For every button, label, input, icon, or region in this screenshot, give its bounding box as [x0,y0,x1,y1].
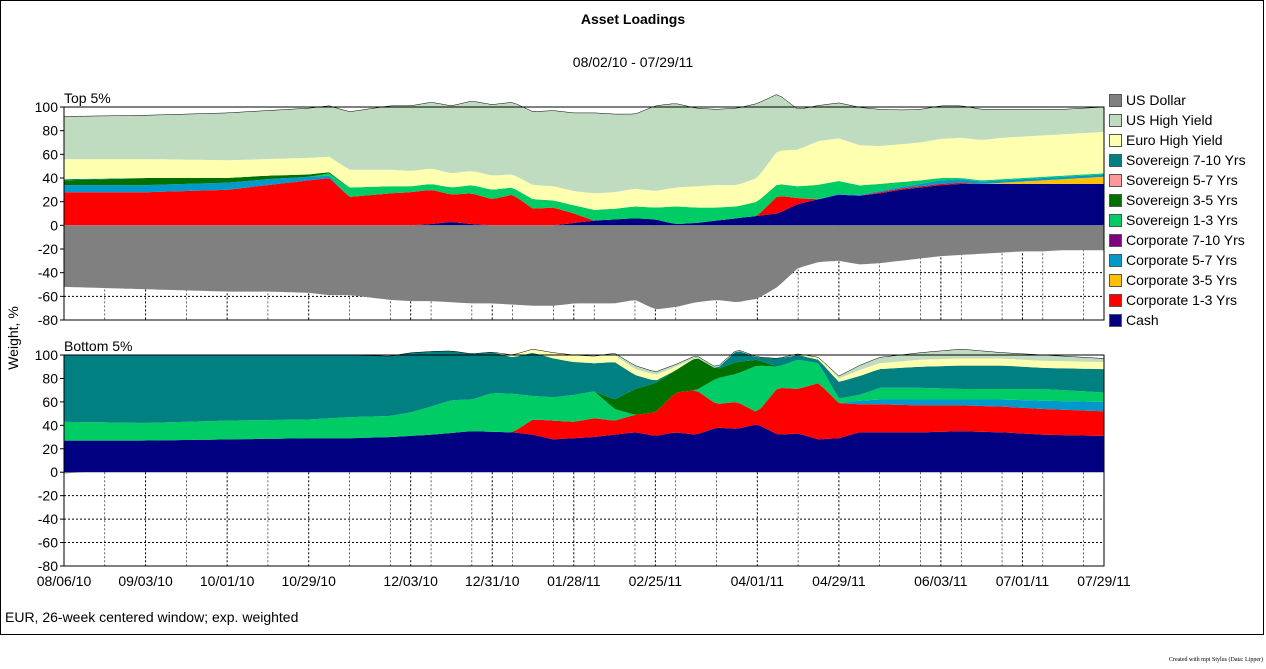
legend-label: Sovereign 3-5 Yrs [1126,192,1238,208]
y-tick-label: 80 [42,123,58,139]
footnote: EUR, 26-week centered window; exp. weigh… [5,609,299,625]
series-area-corporate-1-3-yrs [64,178,1104,226]
legend-label: Corporate 1-3 Yrs [1126,292,1238,308]
x-tick-label: 06/03/11 [914,573,968,589]
series-area-sovereign-1-3-yrs [64,173,1104,224]
x-tick-label: 12/31/10 [465,573,520,589]
legend-item: Sovereign 3-5 Yrs [1109,190,1246,210]
stack-outline [63,94,1105,117]
x-tick-label: 04/01/11 [731,573,785,589]
legend-swatch [1109,153,1122,167]
legend-swatch [1109,213,1122,227]
legend-label: Sovereign 1-3 Yrs [1126,212,1238,228]
y-tick-label: -40 [38,511,58,527]
series-area-corporate-1-3-yrs [64,383,1104,441]
legend-item: Corporate 3-5 Yrs [1109,270,1246,290]
top-panel-label: Top 5% [64,90,111,106]
legend-label: Corporate 3-5 Yrs [1126,272,1238,288]
y-tick-label: -20 [38,241,58,257]
series-area-euro-high-yield [64,131,1104,210]
legend-item: Sovereign 7-10 Yrs [1109,150,1246,170]
y-tick-label: 40 [42,170,58,186]
y-tick-label: 60 [42,394,58,410]
y-tick-label: 80 [42,370,58,386]
x-tick-label: 04/29/11 [812,573,866,589]
legend-label: Cash [1126,312,1159,328]
y-tick-label: -60 [38,535,58,551]
legend-swatch [1109,133,1122,147]
series-area-us-high-yield [64,94,1104,194]
series-area-cash [64,424,1104,473]
legend-item: US Dollar [1109,90,1246,110]
legend-label: Sovereign 5-7 Yrs [1126,172,1238,188]
legend-swatch [1109,113,1122,127]
legend-label: US Dollar [1126,92,1186,108]
y-tick-label: -80 [38,312,58,328]
legend-item: Sovereign 5-7 Yrs [1109,170,1246,190]
x-tick-label: 08/06/10 [37,573,92,589]
legend: US Dollar US High Yield Euro High Yield Sov… [1109,90,1246,330]
y-tick-label: 20 [42,194,58,210]
x-tick-label: 10/01/10 [200,573,255,589]
x-tick-label: 02/25/11 [629,573,683,589]
plot-area-border [63,354,1105,567]
series-area-us-dollar [64,472,1104,474]
chart-frame [0,0,1264,635]
series-area-sovereign-1-3-yrs [64,360,1104,441]
x-tick-label: 07/01/11 [996,573,1050,589]
legend-label: Euro High Yield [1126,132,1223,148]
legend-swatch [1109,93,1122,107]
series-area-euro-high-yield [64,349,1104,382]
y-tick-label: 40 [42,417,58,433]
bottom-panel-label: Bottom 5% [64,338,133,354]
x-tick-label: 07/29/11 [1077,573,1131,589]
y-tick-label: -20 [38,488,58,504]
y-tick-label: 60 [42,146,58,162]
legend-label: Sovereign 7-10 Yrs [1126,152,1246,168]
legend-swatch [1109,173,1122,187]
y-tick-label: -40 [38,265,58,281]
legend-swatch [1109,313,1122,327]
chart-subtitle: 08/02/10 - 07/29/11 [572,54,694,70]
legend-item: Euro High Yield [1109,130,1246,150]
legend-swatch [1109,193,1122,207]
legend-label: Corporate 5-7 Yrs [1126,252,1238,268]
x-tick-label: 09/03/10 [118,573,173,589]
y-tick-label: 0 [50,217,58,233]
legend-swatch [1109,233,1122,247]
legend-swatch [1109,253,1122,267]
x-tick-label: 01/28/11 [547,573,601,589]
series-area-us-dollar [64,225,1104,310]
credit-text: Created with mpi Stylus (Data: Lipper) [1168,657,1263,663]
series-area-cash [64,183,1104,226]
legend-item: Cash [1109,310,1246,330]
y-tick-label: 100 [35,347,59,363]
legend-label: Corporate 7-10 Yrs [1126,232,1245,248]
chart-title: Asset Loadings [580,11,686,27]
y-tick-label: 0 [50,464,58,480]
plot-area-border [63,106,1105,321]
legend-item: US High Yield [1109,110,1246,130]
x-tick-label: 12/03/10 [383,573,438,589]
legend-item: Sovereign 1-3 Yrs [1109,210,1246,230]
y-tick-label: -80 [38,558,58,574]
legend-item: Corporate 7-10 Yrs [1109,230,1246,250]
x-tick-label: 10/29/10 [281,573,336,589]
y-tick-label: 20 [42,441,58,457]
legend-swatch [1109,293,1122,307]
legend-label: US High Yield [1126,112,1213,128]
legend-item: Corporate 1-3 Yrs [1109,290,1246,310]
legend-swatch [1109,273,1122,287]
y-tick-label: 100 [35,99,59,115]
legend-item: Corporate 5-7 Yrs [1109,250,1246,270]
y-tick-label: -60 [38,288,58,304]
series-area-sovereign-7-10-yrs [64,351,1104,423]
